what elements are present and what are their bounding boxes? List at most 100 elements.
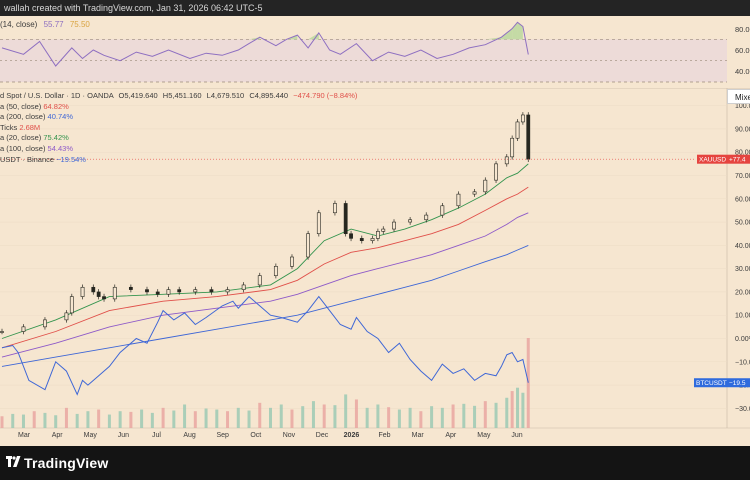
volume-bar bbox=[419, 411, 423, 428]
candle-body bbox=[273, 266, 278, 276]
btc-badge-value-bg bbox=[727, 378, 750, 388]
candle-body bbox=[64, 312, 69, 321]
time-axis-tick: May bbox=[477, 432, 491, 439]
volume-bar bbox=[440, 407, 444, 428]
scale-mode-button[interactable]: Mixe bbox=[727, 89, 750, 104]
time-axis-tick: Jun bbox=[511, 432, 522, 439]
time-axis-tick: Aug bbox=[183, 432, 196, 439]
volume-bar bbox=[32, 411, 36, 428]
candle-body bbox=[381, 228, 386, 232]
xau-badge: XAUUSD +77.4 bbox=[697, 154, 750, 164]
volume-bar bbox=[54, 415, 58, 428]
volume-bar bbox=[140, 409, 144, 428]
volume-bar bbox=[473, 405, 477, 428]
candle-body bbox=[483, 179, 488, 193]
volume-bar bbox=[183, 404, 187, 428]
ma-line-ma20 bbox=[1, 163, 529, 339]
volume-bar bbox=[129, 411, 133, 428]
volume-bar bbox=[279, 404, 283, 428]
volume-bar bbox=[333, 405, 337, 428]
volume-bar bbox=[451, 404, 455, 428]
price-axis-tick: 70.00% bbox=[735, 173, 750, 180]
time-axis-tick: Apr bbox=[445, 432, 457, 439]
legend-low: 4,679.510 bbox=[210, 91, 245, 100]
rsi-overbought-fill bbox=[512, 22, 518, 40]
candle-body bbox=[166, 289, 171, 295]
candle-body bbox=[155, 291, 160, 295]
time-axis-tick: Jul bbox=[152, 432, 161, 439]
rsi-line bbox=[1, 21, 529, 67]
volume-bar bbox=[301, 406, 305, 428]
candle-body bbox=[209, 289, 214, 293]
candle-body bbox=[359, 238, 364, 242]
candle-body bbox=[145, 289, 149, 293]
time-axis-tick: Nov bbox=[283, 432, 296, 439]
price-axis-tick: −30.00% bbox=[735, 406, 750, 413]
candle-body bbox=[504, 156, 509, 165]
rsi-label: (14, close) bbox=[0, 20, 38, 29]
legend: d Spot / U.S. Dollar · 1D · OANDA O5,419… bbox=[0, 91, 357, 165]
volume-bar bbox=[64, 407, 68, 428]
xau-badge-label-bg bbox=[697, 154, 727, 164]
volume-bar bbox=[430, 406, 434, 428]
rsi-panel[interactable]: 80.00 60.00 40.00 bbox=[0, 16, 750, 86]
candle-body bbox=[472, 191, 477, 195]
volume-bar bbox=[494, 402, 498, 428]
footer: TradingView bbox=[0, 446, 750, 480]
top-bar: wallah created with TradingView.com, Jan… bbox=[0, 0, 750, 16]
candle-body bbox=[349, 233, 353, 239]
header-text: wallah created with TradingView.com, Jan… bbox=[4, 3, 263, 13]
btc-badge-label: BTCUSDT bbox=[696, 380, 727, 387]
price-axis-tick: −10.00% bbox=[735, 359, 750, 366]
volume-bar bbox=[97, 409, 101, 428]
rsi-value2: 75.50 bbox=[69, 20, 90, 29]
volume-bar bbox=[258, 402, 262, 428]
rsi-axis-tick: 40.00 bbox=[735, 67, 750, 76]
legend-ma200: a (200, close) 40.74% bbox=[0, 112, 73, 122]
legend-high: 5,451.160 bbox=[168, 91, 202, 100]
time-axis-tick: Jun bbox=[118, 432, 129, 439]
candle-body bbox=[424, 214, 429, 221]
volume-bar bbox=[21, 414, 25, 428]
volume-bar bbox=[161, 407, 165, 428]
volume-bar bbox=[107, 414, 111, 428]
btc-badge-value: −19.5 bbox=[729, 380, 746, 387]
time-axis-tick: Apr bbox=[52, 432, 64, 439]
main-chart[interactable]: 100.00% 90.00% 80.00% 70.00% 60.00% 50.00% 40.… bbox=[0, 88, 750, 446]
volume-bar bbox=[43, 412, 47, 428]
tradingview-brand: TradingView bbox=[24, 455, 109, 471]
time-axis-tick: Sep bbox=[216, 432, 229, 439]
volume-bar bbox=[11, 413, 15, 428]
price-axis-tick: 100.00% bbox=[735, 103, 750, 110]
volume-bar bbox=[86, 411, 90, 428]
legend-main-name: d Spot / U.S. Dollar · 1D · OANDA bbox=[0, 91, 114, 100]
btc-badge-label-bg bbox=[694, 378, 727, 388]
candle-body bbox=[43, 319, 47, 328]
volume-bar bbox=[236, 407, 240, 428]
volume-bar bbox=[354, 399, 358, 428]
legend-open: 5,419.640 bbox=[124, 91, 158, 100]
legend-ma100: a (100, close) 54.43% bbox=[0, 143, 73, 153]
volume-bar bbox=[505, 397, 509, 428]
candle-body bbox=[440, 205, 445, 216]
candle-body bbox=[91, 286, 96, 293]
candle-body bbox=[290, 256, 294, 267]
volume-bar bbox=[387, 407, 391, 428]
candle-body bbox=[80, 286, 85, 297]
price-axis-tick: 40.00% bbox=[735, 243, 750, 250]
volume-bar bbox=[118, 411, 122, 428]
candle-body bbox=[225, 289, 230, 293]
candle-body bbox=[21, 326, 26, 332]
candle-body bbox=[306, 233, 310, 258]
volume-bar bbox=[226, 411, 230, 428]
ma-line-ma50 bbox=[1, 186, 529, 349]
rsi-overbought-fill bbox=[308, 32, 319, 40]
candle-body bbox=[408, 219, 413, 223]
volume-bar bbox=[215, 409, 219, 428]
legend-ma20: a (20, close) 75.42% bbox=[0, 133, 69, 143]
candle-body bbox=[392, 221, 396, 230]
time-axis-tick: May bbox=[84, 432, 98, 439]
time-axis-tick: Oct bbox=[250, 432, 261, 439]
rsi-legend: (14, close) 55.77 75.50 bbox=[0, 20, 90, 29]
